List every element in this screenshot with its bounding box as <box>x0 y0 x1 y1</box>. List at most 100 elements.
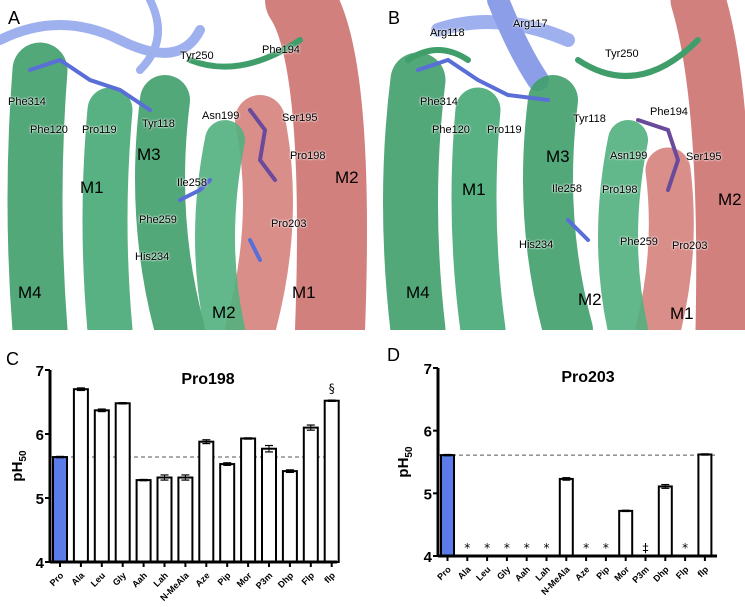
x-tick-label: flp <box>695 564 710 579</box>
annotation-marker: * <box>484 541 490 555</box>
x-tick-label: Dhp <box>651 564 671 584</box>
helix-label: M3 <box>546 147 570 166</box>
residue-label: Ile258 <box>552 183 582 195</box>
helix-label: M2 <box>212 303 236 322</box>
x-tick-label: Gly <box>111 570 128 587</box>
x-tick-label: Ala <box>456 564 474 582</box>
residue-label: Tyr250 <box>605 48 639 60</box>
y-axis-label: pH50 <box>9 450 29 482</box>
bar-Lah <box>156 476 173 563</box>
annotation-marker: * <box>583 541 589 555</box>
bar-Dhp <box>281 470 298 563</box>
residue-label: Pro203 <box>271 218 307 230</box>
residue-label: Phe314 <box>420 96 458 108</box>
residue-label: Pro119 <box>487 124 522 136</box>
bar-flp <box>697 453 713 558</box>
y-tick-label: 4 <box>36 555 45 572</box>
bar-Gly <box>114 402 131 563</box>
x-tick-label: Aah <box>513 564 532 583</box>
annotation-marker: * <box>524 541 530 555</box>
helix-label: M1 <box>80 178 104 197</box>
chart-title: Pro203 <box>561 369 614 386</box>
residue-label: His234 <box>135 251 170 263</box>
x-tick-label: Pro <box>48 570 66 588</box>
residue-label: Ser195 <box>686 151 722 163</box>
residue-label: Tyr118 <box>573 113 606 125</box>
y-tick-label: 7 <box>36 363 44 380</box>
residue-label: Phe120 <box>30 124 68 136</box>
x-tick-label: Aah <box>130 570 149 589</box>
residue-label: Phe259 <box>139 214 177 226</box>
bar-N-MeAla <box>177 476 194 563</box>
structure-image-b <box>383 0 745 330</box>
x-tick-label: Flp <box>674 564 691 581</box>
helix-label: M2 <box>718 190 742 209</box>
bar-P3m <box>261 447 277 563</box>
x-tick-label: Aze <box>573 564 591 582</box>
residue-label: His234 <box>519 239 554 251</box>
residue-label: Phe120 <box>432 124 470 136</box>
bar-Ala <box>72 388 89 564</box>
panel-letter: B <box>388 8 401 28</box>
annotation-marker: * <box>464 541 470 555</box>
residue-label: Phe194 <box>650 106 688 118</box>
bar-flp <box>323 399 340 563</box>
x-tick-label: Leu <box>89 570 107 588</box>
y-tick-label: 5 <box>36 491 44 508</box>
y-tick-label: 7 <box>424 361 432 378</box>
residue-label: Phe314 <box>8 96 46 108</box>
x-tick-label: flp <box>322 570 337 585</box>
chart-title: Pro198 <box>181 371 234 388</box>
residue-label: Pro198 <box>290 150 326 162</box>
x-tick-label: Mor <box>235 570 254 589</box>
annotation-marker: * <box>544 541 550 555</box>
residue-label: Tyr118 <box>142 118 175 130</box>
residue-label: Ile258 <box>177 177 207 189</box>
bar-Mor <box>240 437 257 564</box>
y-axis-label: pH50 <box>395 446 415 478</box>
helix-label: M1 <box>462 180 486 199</box>
residue-label: Pro203 <box>672 240 708 252</box>
y-tick-label: 6 <box>424 424 432 441</box>
x-tick-label: Leu <box>474 564 492 582</box>
bar-Pip <box>219 463 236 563</box>
helix-label: M2 <box>335 168 359 187</box>
bar-Pro <box>440 454 455 557</box>
helix-label: M3 <box>137 145 161 164</box>
structure-panel-a: A Tyr250 Phe194 Phe314 Phe120 Pro119 Tyr… <box>0 0 370 330</box>
y-tick-label: 6 <box>36 427 44 444</box>
helix-label: M1 <box>670 304 694 323</box>
bar-Aze <box>198 440 215 563</box>
annotation-marker: § <box>329 382 335 396</box>
helix-label: M4 <box>406 283 430 302</box>
x-tick-label: Ala <box>69 570 87 588</box>
annotation-marker: ‡ <box>643 541 649 555</box>
bar-Pro <box>52 456 68 564</box>
helix-label: M2 <box>578 290 602 309</box>
residue-label: Tyr250 <box>180 50 214 62</box>
y-tick-label: 4 <box>424 549 433 566</box>
x-tick-label: Dhp <box>276 570 296 590</box>
x-tick-label: Aze <box>193 570 211 588</box>
bar-Dhp <box>657 485 673 557</box>
panel-letter: D <box>387 345 400 365</box>
residue-label: Pro198 <box>602 184 638 196</box>
residue-label: Ser195 <box>282 112 318 124</box>
x-tick-label: Pro <box>435 564 453 582</box>
bar-Flp <box>302 426 319 563</box>
residue-label: Phe194 <box>262 44 300 56</box>
residue-label: Arg117 <box>513 18 548 30</box>
x-tick-label: Pip <box>594 564 611 581</box>
annotation-marker: * <box>682 541 688 555</box>
residue-label: Arg118 <box>430 27 465 39</box>
bar-Leu <box>93 409 110 563</box>
x-tick-label: Mor <box>612 564 631 583</box>
helix-label: M1 <box>292 283 316 302</box>
x-tick-label: P3m <box>254 570 275 591</box>
bar-N-MeAla <box>558 477 574 558</box>
annotation-marker: * <box>603 541 609 555</box>
x-tick-label: Pip <box>216 570 233 587</box>
panel-letter: C <box>6 349 19 369</box>
bar-Mor <box>618 509 634 558</box>
